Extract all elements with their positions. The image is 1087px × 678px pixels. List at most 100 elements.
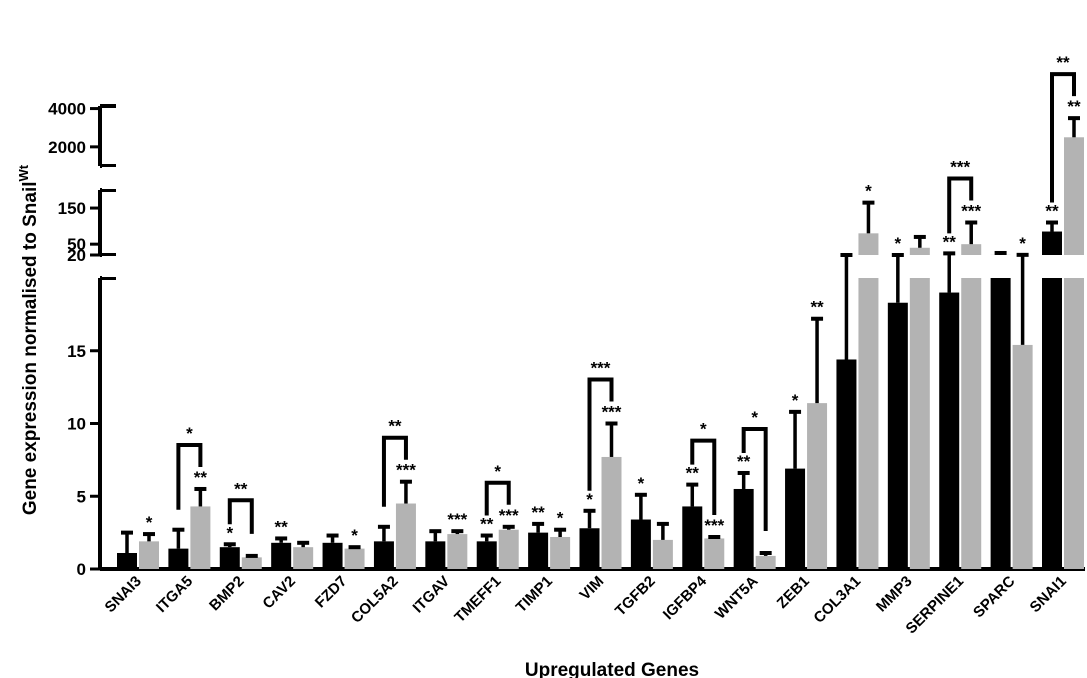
y-tick-label: 0	[77, 560, 86, 579]
x-tick-label: SPARC	[970, 573, 1018, 621]
bar	[909, 247, 930, 255]
significance-label: **	[194, 468, 208, 487]
comparison-bracket	[587, 377, 614, 491]
y-axis-title-superscript: Wt	[16, 164, 31, 181]
bar	[630, 519, 651, 569]
significance-label: **	[737, 452, 751, 471]
x-tick-label: ITGA5	[153, 573, 196, 616]
bar	[858, 233, 879, 255]
x-tick-label: FZD7	[312, 573, 351, 612]
bar	[373, 541, 394, 569]
comparison-label: *	[700, 420, 707, 439]
significance-label: **	[943, 232, 957, 251]
bar	[498, 529, 519, 569]
x-tick-label: VIM	[576, 573, 607, 604]
comparison-label: ***	[591, 359, 611, 378]
comparison-label: ***	[950, 158, 970, 177]
bar	[425, 541, 446, 569]
x-tick-label: ZEB1	[774, 573, 813, 612]
bar	[961, 278, 982, 569]
significance-label: *	[557, 509, 564, 528]
y-tick-label: 10	[67, 415, 86, 434]
comparison-label: *	[494, 462, 501, 481]
bar	[476, 541, 497, 569]
significance-label: *	[586, 490, 593, 509]
bar	[961, 244, 982, 255]
bar	[168, 548, 189, 569]
significance-label: **	[480, 515, 494, 534]
bar	[447, 534, 468, 569]
comparison-bracket	[227, 498, 254, 534]
bar	[836, 359, 857, 569]
significance-label: ***	[704, 516, 724, 535]
bar	[682, 506, 703, 569]
comparison-label: **	[388, 417, 402, 436]
bar	[219, 547, 240, 569]
comparison-label: **	[1056, 53, 1070, 72]
bars	[117, 116, 1084, 569]
y-tick-label: 15	[67, 342, 86, 361]
bar	[117, 552, 137, 569]
comparison-label: **	[234, 479, 248, 498]
significance-label: *	[865, 182, 872, 201]
comparison-bracket	[690, 438, 717, 515]
y-tick-label: 4000	[48, 100, 86, 119]
annotations: **** ** ******* ** *** ** ****************** **…	[146, 53, 1081, 545]
axis-break-gap	[102, 256, 1087, 277]
bar	[528, 532, 549, 569]
x-tick-label: SNAI3	[102, 573, 145, 616]
bar	[579, 528, 600, 569]
bar	[755, 555, 776, 569]
comparison-bracket	[176, 442, 203, 510]
comparison-bracket	[741, 426, 768, 531]
bar	[1064, 137, 1084, 255]
comparison-bracket	[381, 435, 408, 507]
bar	[939, 292, 960, 569]
significance-label: **	[275, 517, 289, 536]
bar	[1042, 278, 1062, 569]
significance-label: *	[792, 391, 799, 410]
bar	[1042, 231, 1062, 255]
x-tick-label: MMP3	[873, 573, 916, 616]
bar	[139, 541, 159, 569]
bar	[990, 278, 1011, 569]
significance-label: ***	[396, 461, 416, 480]
significance-label: ***	[447, 510, 467, 529]
y-tick-label: 50	[67, 235, 86, 254]
comparison-label: *	[751, 408, 758, 427]
x-tick-label: WNT5A	[712, 573, 762, 623]
bar	[190, 506, 211, 569]
x-tick-label: SNAI1	[1027, 573, 1070, 616]
bar	[807, 403, 828, 569]
comparison-bracket	[947, 176, 974, 234]
y-tick-label: 2000	[48, 138, 86, 157]
x-tick-label: TGFB2	[612, 573, 659, 620]
x-tick-label: COL5A2	[348, 573, 402, 627]
x-tick-label: ITGAV	[410, 573, 454, 617]
x-tick-label: IGFBP4	[660, 572, 711, 623]
significance-label: *	[895, 234, 902, 253]
bar	[704, 538, 725, 569]
bar	[652, 539, 673, 569]
comparison-bracket	[484, 480, 511, 516]
bar	[887, 302, 908, 569]
x-tick-label: TMEFF1	[451, 573, 504, 626]
significance-label: ***	[961, 202, 981, 221]
significance-label: *	[226, 523, 233, 542]
y-tick-label: 150	[58, 199, 86, 218]
bar	[858, 278, 879, 569]
bar	[909, 278, 930, 569]
bar	[344, 548, 365, 569]
y-tick-label: 20	[67, 246, 86, 265]
bar	[241, 557, 262, 569]
x-axis-title: Upregulated Genes	[525, 660, 699, 678]
significance-label: *	[638, 474, 645, 493]
x-tick-label: BMP2	[206, 573, 247, 614]
x-tick-label: COL3A1	[810, 573, 864, 627]
significance-label: ***	[499, 506, 519, 525]
y-axis-title-main: Gene expression normalised to Snail	[20, 181, 41, 515]
significance-label: **	[531, 503, 545, 522]
y-axis-title: Gene expression normalised to SnailWt	[16, 164, 41, 515]
bar	[601, 456, 622, 569]
